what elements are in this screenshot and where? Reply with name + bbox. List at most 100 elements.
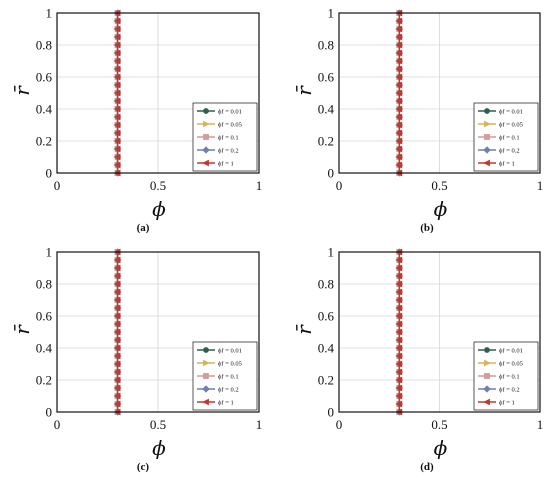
legend-item-3: ϕf = 0.2: [197, 146, 239, 154]
legend-item-4: ϕf = 1: [197, 398, 234, 406]
legend-label: ϕf = 1: [499, 399, 515, 406]
data-point: [113, 280, 121, 288]
legend-item-3: ϕf = 0.2: [478, 385, 520, 393]
chart-panel-b: 0 0.5 1 0 0.2 0.4 0.6 0.8 1 ϕ r̄ ϕf = 0.01 ϕf = 0.05…: [292, 6, 543, 235]
y-tick-label: 0.4: [36, 102, 53, 117]
y-axis-label: r̄: [292, 85, 316, 96]
legend-marker: [203, 359, 210, 367]
data-point: [395, 121, 403, 129]
y-tick-label: 0.2: [36, 373, 52, 388]
y-tick-label: 1: [46, 6, 53, 21]
data-point: [113, 89, 121, 97]
legend-item-4: ϕf = 1: [197, 159, 234, 167]
data-point: [395, 256, 403, 264]
y-axis-label: r̄: [10, 85, 34, 96]
data-point: [113, 137, 121, 145]
y-tick-label: 1: [46, 245, 53, 260]
y-tick-label: 0.2: [318, 373, 334, 388]
data-point: [113, 57, 121, 65]
legend-marker: [202, 159, 209, 167]
y-tick-label: 0.8: [36, 38, 52, 53]
data-point: [395, 384, 403, 392]
data-point: [395, 97, 403, 105]
y-tick-label: 0: [328, 166, 335, 181]
data-point: [395, 312, 403, 320]
legend-marker: [484, 373, 490, 379]
data-point: [395, 65, 403, 73]
legend-label: ϕf = 0.01: [499, 108, 523, 115]
panel-caption: (d): [420, 461, 434, 473]
data-point: [113, 25, 121, 33]
legend-item-4: ϕf = 1: [478, 398, 515, 406]
y-tick-label: 0.6: [36, 309, 53, 324]
data-point: [113, 344, 121, 352]
data-point: [395, 137, 403, 145]
legend-marker: [202, 385, 210, 393]
panel-caption: (c): [137, 461, 150, 473]
data-point: [395, 41, 403, 49]
data-point: [395, 73, 403, 81]
y-tick-label: 0.6: [318, 70, 335, 85]
legend-item-0: ϕf = 0.01: [478, 108, 523, 115]
x-tick-label: 1: [537, 417, 544, 432]
data-point: [113, 65, 121, 73]
data-point: [113, 256, 121, 264]
legend-marker: [483, 146, 491, 154]
chart-panel-c: 0 0.5 1 0 0.2 0.4 0.6 0.8 1 ϕ r̄ ϕf = 0.01 ϕf = 0.05…: [10, 245, 262, 474]
legend-label: ϕf = 0.2: [218, 386, 239, 393]
x-tick-label: 0.5: [431, 417, 447, 432]
x-axis-label: ϕ: [434, 436, 448, 460]
legend-label: ϕf = 0.01: [218, 108, 242, 115]
legend-marker: [484, 120, 491, 128]
data-point: [113, 336, 121, 344]
x-tick-label: 1: [256, 417, 263, 432]
y-tick-label: 0: [328, 405, 335, 420]
panel-caption: (a): [137, 222, 150, 234]
legend-marker: [484, 347, 490, 353]
legend-item-2: ϕf = 0.1: [197, 134, 239, 141]
y-tick-label: 0.4: [36, 341, 53, 356]
data-point: [395, 161, 403, 169]
x-axis-label: ϕ: [152, 436, 166, 460]
legend-marker: [484, 359, 491, 367]
legend-label: ϕf = 0.01: [218, 347, 242, 354]
data-point: [395, 360, 403, 368]
legend: ϕf = 0.01 ϕf = 0.05 ϕf = 0.1 ϕf = 0.2 ϕf = 1: [473, 341, 539, 411]
y-tick-label: 0.6: [36, 70, 53, 85]
legend-label: ϕf = 0.1: [218, 373, 239, 380]
x-tick-label: 0.5: [431, 178, 447, 193]
x-axis-label: ϕ: [434, 197, 448, 221]
legend-label: ϕf = 0.05: [218, 360, 242, 367]
legend-label: ϕf = 0.1: [499, 373, 520, 380]
data-point: [113, 360, 121, 368]
legend: ϕf = 0.01 ϕf = 0.05 ϕf = 0.1 ϕf = 0.2 ϕf = 1: [473, 102, 539, 172]
legend-item-1: ϕf = 0.05: [478, 120, 523, 128]
data-point: [113, 320, 121, 328]
x-tick-label: 0: [54, 417, 61, 432]
data-point: [395, 81, 403, 89]
legend-item-1: ϕf = 0.05: [478, 359, 523, 367]
legend-label: ϕf = 1: [218, 399, 234, 406]
data-point: [395, 376, 403, 384]
y-tick-label: 0.4: [318, 341, 335, 356]
legend: ϕf = 0.01 ϕf = 0.05 ϕf = 0.1 ϕf = 0.2 ϕf = 1: [192, 102, 258, 172]
legend-item-0: ϕf = 0.01: [478, 347, 523, 354]
legend-marker: [203, 134, 209, 140]
data-point: [395, 336, 403, 344]
data-point: [395, 105, 403, 113]
data-point: [113, 81, 121, 89]
x-axis-label: ϕ: [152, 197, 166, 221]
data-point: [113, 328, 121, 336]
legend-item-2: ϕf = 0.1: [197, 373, 239, 380]
data-point: [113, 368, 121, 376]
data-point: [395, 153, 403, 161]
y-tick-label: 0.8: [318, 38, 334, 53]
data-point: [395, 25, 403, 33]
legend-marker: [202, 146, 210, 154]
legend-marker: [483, 159, 490, 167]
data-point: [395, 89, 403, 97]
legend-label: ϕf = 0.2: [499, 147, 520, 154]
legend-marker: [484, 108, 490, 114]
data-point: [113, 17, 121, 25]
